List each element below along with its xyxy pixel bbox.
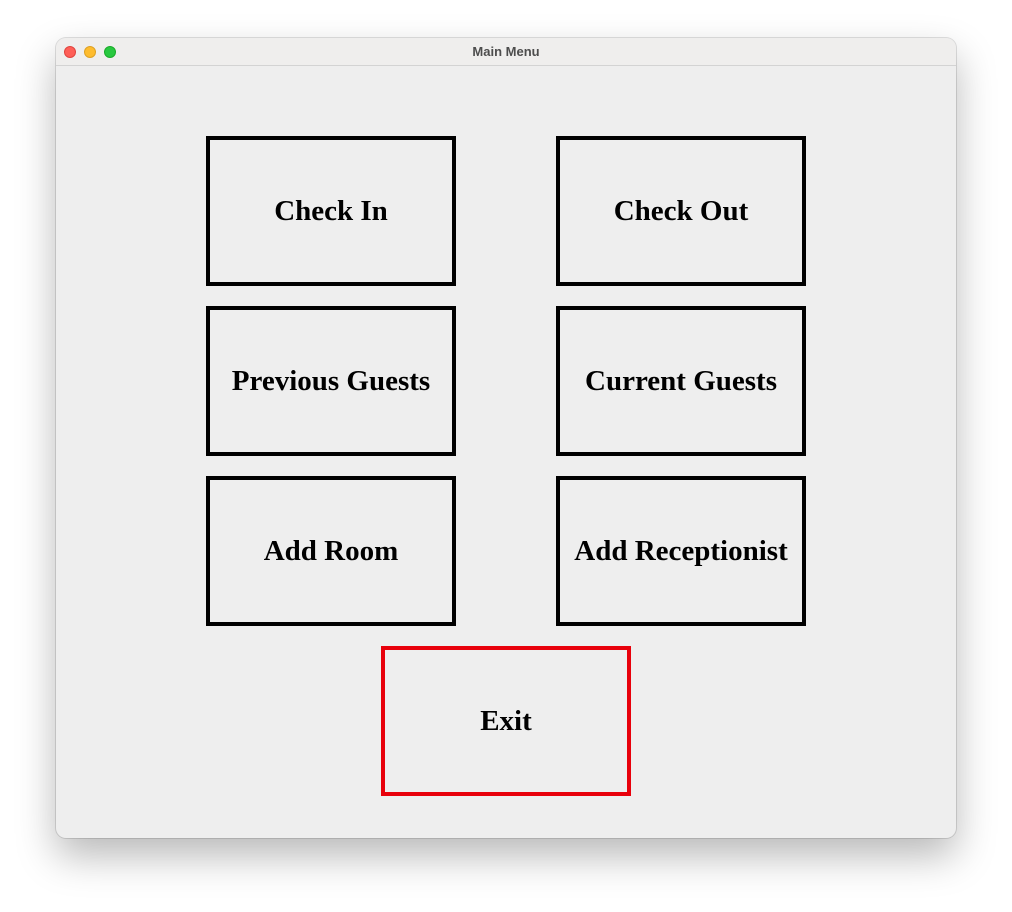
minimize-window-icon[interactable] bbox=[84, 46, 96, 58]
add-room-button[interactable]: Add Room bbox=[206, 476, 456, 626]
window-title: Main Menu bbox=[472, 44, 540, 59]
main-menu-window: Main Menu Check In Check Out Previous Gu… bbox=[56, 38, 956, 838]
check-out-button[interactable]: Check Out bbox=[556, 136, 806, 286]
check-in-button[interactable]: Check In bbox=[206, 136, 456, 286]
exit-button[interactable]: Exit bbox=[381, 646, 631, 796]
add-receptionist-button[interactable]: Add Receptionist bbox=[556, 476, 806, 626]
menu-content: Check In Check Out Previous Guests Curre… bbox=[56, 66, 956, 838]
close-window-icon[interactable] bbox=[64, 46, 76, 58]
previous-guests-button[interactable]: Previous Guests bbox=[206, 306, 456, 456]
maximize-window-icon[interactable] bbox=[104, 46, 116, 58]
current-guests-button[interactable]: Current Guests bbox=[556, 306, 806, 456]
title-bar[interactable]: Main Menu bbox=[56, 38, 956, 66]
